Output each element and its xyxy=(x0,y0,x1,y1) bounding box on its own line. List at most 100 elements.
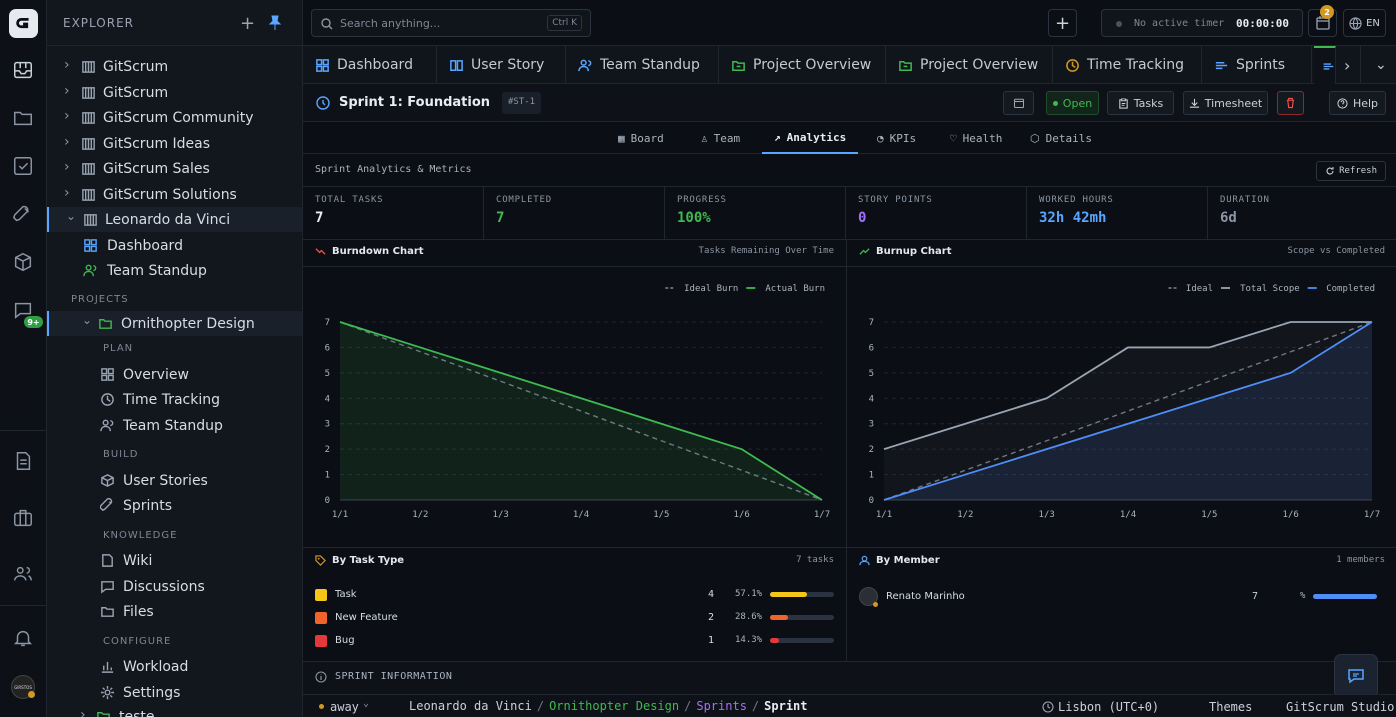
nav-item[interactable]: Files xyxy=(47,599,302,624)
nav-item[interactable]: Wiki xyxy=(47,548,302,573)
project-item[interactable]: ⌄ Ornithopter Design xyxy=(47,311,302,336)
workspace-item[interactable]: › GitScrum Sales xyxy=(47,156,302,181)
breadcrumb-item[interactable]: Leonardo da Vinci xyxy=(409,699,532,713)
chevron-right-icon: › xyxy=(64,159,70,175)
area-fill xyxy=(884,322,1372,500)
workspace-item[interactable]: ⌄ Leonardo da Vinci xyxy=(47,207,302,232)
breadcrumb-item[interactable]: Ornithopter Design xyxy=(549,699,680,713)
task-type-count: 7 tasks xyxy=(796,555,834,565)
refresh-button[interactable]: Refresh xyxy=(1316,161,1386,181)
nav-item[interactable]: Workload xyxy=(47,654,302,679)
workspace-child-item[interactable]: Team Standup xyxy=(47,258,302,283)
burndown-title: Burndown Chart xyxy=(315,246,424,257)
section-label: BUILD xyxy=(103,449,139,460)
tab-kpis[interactable]: ◔ KPIs xyxy=(877,122,916,154)
add-icon[interactable]: + xyxy=(240,13,257,34)
tab-details[interactable]: ⬡ Details xyxy=(1030,122,1092,154)
details-icon: ⬡ xyxy=(1030,131,1040,145)
workspace-item[interactable]: › GitScrum xyxy=(47,80,302,105)
chat-fab[interactable] xyxy=(1334,654,1378,698)
bell-icon[interactable] xyxy=(10,625,36,651)
workspace-item[interactable]: › GitScrum Community xyxy=(47,105,302,130)
tasks-button[interactable]: Tasks xyxy=(1107,91,1174,115)
help-button[interactable]: Help xyxy=(1329,91,1386,115)
presence-status[interactable]: away xyxy=(330,700,359,714)
tree-item-label: Files xyxy=(123,603,154,620)
status-label: Open xyxy=(1062,96,1093,110)
timezone-selector[interactable]: Lisbon (UTC+0) xyxy=(1058,700,1160,714)
tab-team[interactable]: ♙ Team xyxy=(701,122,740,154)
y-tick-label: 3 xyxy=(325,420,330,430)
delete-button[interactable] xyxy=(1277,91,1304,115)
notification-badge: 9+ xyxy=(24,316,43,328)
metric-card: TOTAL TASKS 7 xyxy=(303,187,484,239)
inbox-icon[interactable] xyxy=(10,57,36,83)
chat-icon[interactable] xyxy=(10,297,36,323)
nav-item[interactable]: Team Standup xyxy=(47,413,302,438)
tab-project-overview[interactable]: Project Overview xyxy=(886,46,1053,84)
tab-team-standup[interactable]: Team Standup xyxy=(566,46,719,84)
tab-label: Analytics xyxy=(786,130,847,144)
calendar-button[interactable] xyxy=(1003,91,1034,115)
y-tick-label: 1 xyxy=(869,471,874,481)
tab-analytics[interactable]: ↗ Analytics xyxy=(762,122,859,154)
tab-user-story[interactable]: User Story xyxy=(437,46,566,84)
gitscrum-logo[interactable] xyxy=(9,9,38,38)
explorer-header: EXPLORER + xyxy=(47,0,302,46)
burndown-title-text: Burndown Chart xyxy=(332,246,424,257)
themes-button[interactable]: Themes xyxy=(1209,700,1253,714)
workspace-child-item[interactable]: Dashboard xyxy=(47,233,302,258)
chevron-down-icon: ⌄ xyxy=(363,698,370,709)
tab-time-tracking[interactable]: Time Tracking xyxy=(1053,46,1202,84)
sprint-info-section[interactable]: SPRINT INFORMATION xyxy=(303,661,1396,694)
metric-value: 32h 42mh xyxy=(1039,210,1107,226)
language-button[interactable]: EN xyxy=(1343,9,1386,37)
nav-item[interactable]: Time Tracking xyxy=(47,387,302,412)
legend-label: Actual Burn xyxy=(765,284,825,294)
workspace-item[interactable]: › GitScrum Solutions xyxy=(47,182,302,207)
workspace-item[interactable]: › GitScrum Ideas xyxy=(47,131,302,156)
metric-value: 7 xyxy=(315,210,324,226)
member-percent: % xyxy=(1300,591,1306,601)
member-count: 1 members xyxy=(1336,555,1385,565)
tab-dashboard[interactable]: Dashboard xyxy=(303,46,437,84)
tab-icon xyxy=(1065,58,1080,73)
nav-item[interactable]: Sprints xyxy=(47,493,302,518)
folder-icon[interactable] xyxy=(10,105,36,131)
search-box[interactable]: Search anything... Ctrl K xyxy=(311,9,591,37)
timesheet-button[interactable]: Timesheet xyxy=(1183,91,1268,115)
tab-sprints[interactable]: Sprints xyxy=(1202,46,1312,84)
task-type-bar-fill xyxy=(770,592,807,597)
users-icon[interactable] xyxy=(10,561,36,587)
document-icon[interactable] xyxy=(10,448,36,474)
x-tick-label: 1/5 xyxy=(1201,510,1217,520)
nav-item[interactable]: Discussions xyxy=(47,574,302,599)
nav-item[interactable]: User Stories xyxy=(47,468,302,493)
status-open-button[interactable]: Open xyxy=(1046,91,1099,115)
timer-widget[interactable]: No active timer 00:00:00 xyxy=(1101,9,1303,37)
nav-item[interactable]: Settings xyxy=(47,680,302,705)
checklist-icon[interactable] xyxy=(10,153,36,179)
new-item-button[interactable]: + xyxy=(1048,9,1077,37)
tabs-menu-button[interactable]: ⌄ xyxy=(1375,57,1387,73)
pin-icon[interactable] xyxy=(268,15,282,31)
workspace-item[interactable]: › GitScrum xyxy=(47,54,302,79)
tree-item-label: Wiki xyxy=(123,552,153,569)
cube-icon[interactable] xyxy=(10,249,36,275)
briefcase-icon[interactable] xyxy=(10,505,36,531)
rocket-icon[interactable] xyxy=(10,201,36,227)
tab-active-sprint[interactable] xyxy=(1314,46,1336,84)
tab-health[interactable]: ♡ Health xyxy=(950,122,1002,154)
tab-icon xyxy=(315,58,330,73)
tab-board[interactable]: ▦ Board xyxy=(618,122,664,154)
tabs-scroll-right[interactable]: › xyxy=(1336,46,1361,84)
breadcrumb-item[interactable]: Sprints xyxy=(696,699,747,713)
nav-item[interactable]: Overview xyxy=(47,362,302,387)
x-tick-label: 1/5 xyxy=(653,510,669,520)
tab-project-overview[interactable]: Project Overview xyxy=(719,46,886,84)
member-name: Renato Marinho xyxy=(886,591,965,602)
member-row[interactable]: Renato Marinho 7% xyxy=(859,587,1379,609)
download-icon xyxy=(1189,98,1199,108)
project-item[interactable]: › teste xyxy=(47,704,302,717)
studio-label: GitScrum Studio xyxy=(1286,700,1395,714)
